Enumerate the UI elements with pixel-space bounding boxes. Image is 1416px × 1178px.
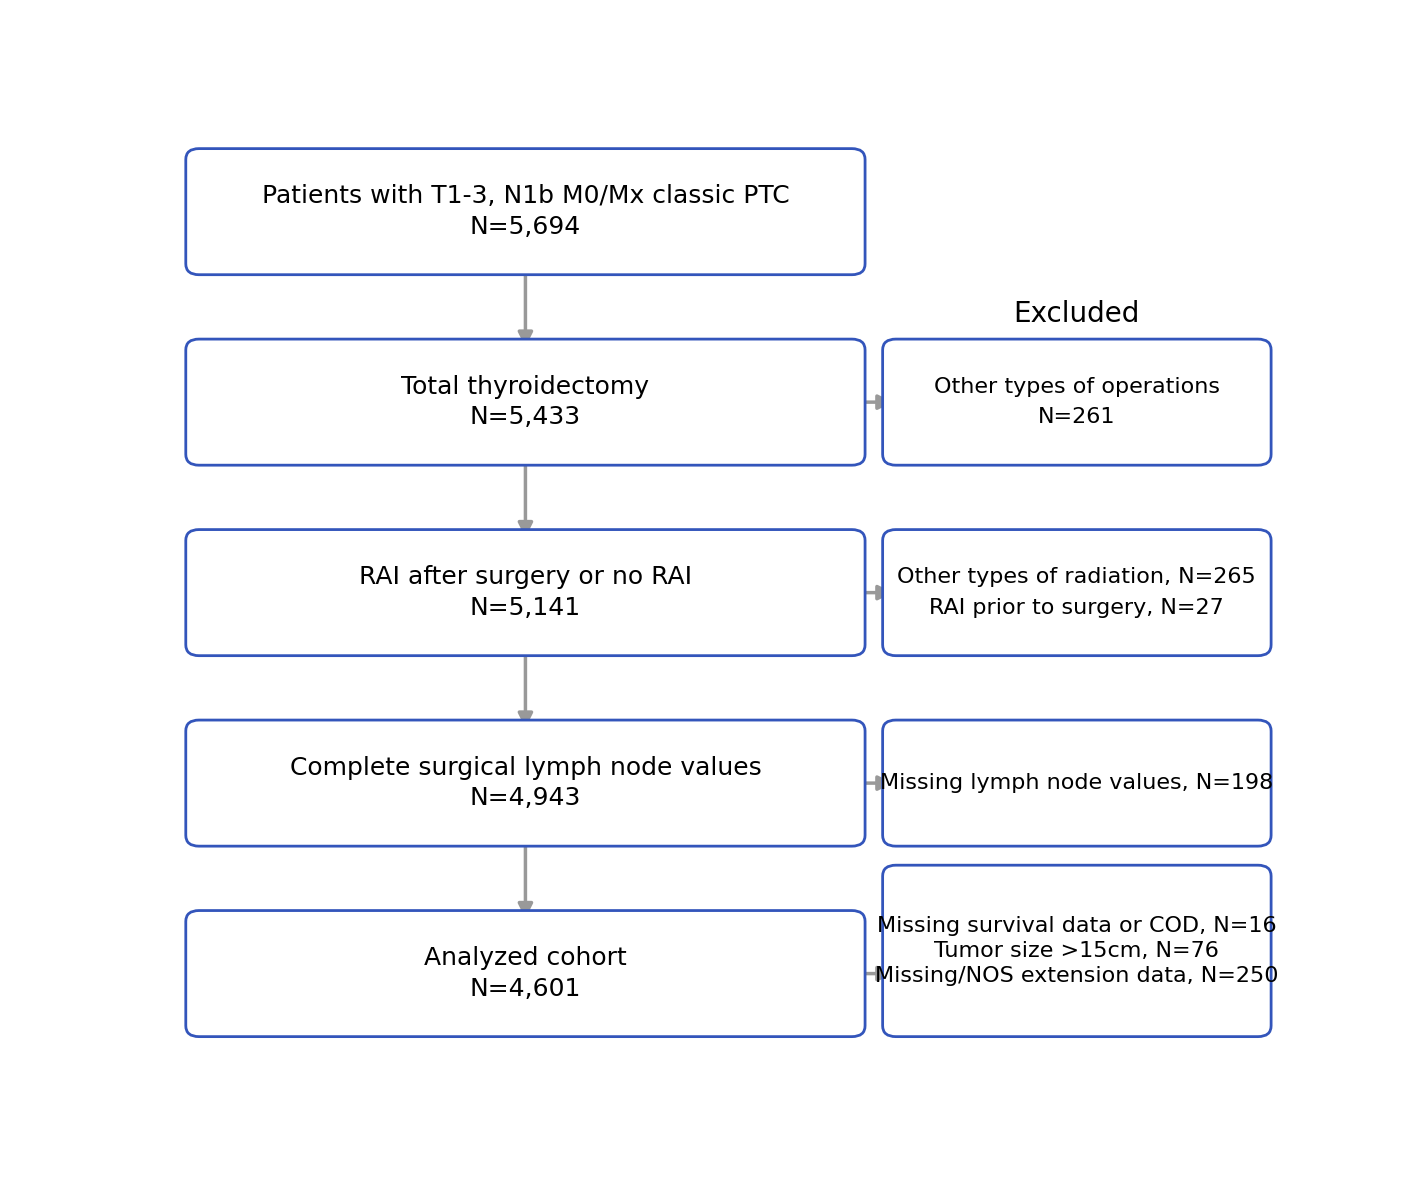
Text: Other types of radiation, N=265: Other types of radiation, N=265 [898, 568, 1256, 588]
FancyBboxPatch shape [185, 148, 865, 274]
Text: RAI prior to surgery, N=27: RAI prior to surgery, N=27 [929, 598, 1225, 617]
Text: Missing survival data or COD, N=16: Missing survival data or COD, N=16 [877, 915, 1277, 935]
Text: Complete surgical lymph node values: Complete surgical lymph node values [289, 756, 762, 780]
Text: Excluded: Excluded [1014, 299, 1140, 327]
Text: RAI after surgery or no RAI: RAI after surgery or no RAI [358, 565, 692, 589]
Text: Other types of operations: Other types of operations [935, 377, 1219, 397]
Text: N=5,694: N=5,694 [470, 214, 581, 239]
Text: N=261: N=261 [1038, 408, 1116, 428]
Text: N=4,601: N=4,601 [470, 977, 581, 1001]
FancyBboxPatch shape [185, 911, 865, 1037]
FancyBboxPatch shape [882, 530, 1272, 656]
Text: N=5,433: N=5,433 [470, 405, 581, 429]
FancyBboxPatch shape [882, 339, 1272, 465]
Text: Tumor size >15cm, N=76: Tumor size >15cm, N=76 [935, 941, 1219, 961]
FancyBboxPatch shape [185, 530, 865, 656]
FancyBboxPatch shape [882, 720, 1272, 846]
Text: N=4,943: N=4,943 [470, 787, 581, 810]
Text: Analyzed cohort: Analyzed cohort [423, 946, 627, 971]
Text: Total thyroidectomy: Total thyroidectomy [401, 375, 650, 399]
Text: Missing lymph node values, N=198: Missing lymph node values, N=198 [881, 773, 1273, 793]
Text: Missing/NOS extension data, N=250: Missing/NOS extension data, N=250 [875, 966, 1279, 986]
FancyBboxPatch shape [185, 720, 865, 846]
FancyBboxPatch shape [882, 865, 1272, 1037]
FancyBboxPatch shape [185, 339, 865, 465]
Text: Patients with T1-3, N1b M0/Mx classic PTC: Patients with T1-3, N1b M0/Mx classic PT… [262, 185, 789, 209]
Text: N=5,141: N=5,141 [470, 596, 581, 620]
